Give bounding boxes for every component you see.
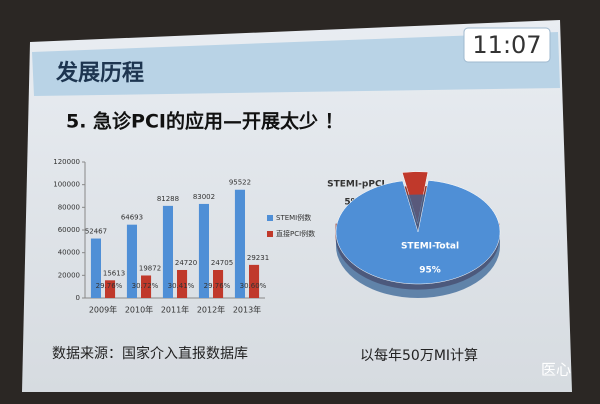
- ratio-label: 29.76%: [96, 282, 123, 290]
- ratio-label: 30.41%: [168, 282, 195, 290]
- bar-value-label: 83002: [193, 193, 215, 201]
- x-tick-label: 2009年: [89, 305, 117, 315]
- slide: [22, 20, 572, 392]
- calc-note: 以每年50万MI计算: [360, 348, 478, 364]
- bar: [90, 238, 101, 298]
- bar: [105, 280, 116, 298]
- bar: [126, 224, 137, 298]
- title-bar: [32, 32, 560, 96]
- legend-label: 直接PCI例数: [276, 229, 315, 238]
- watermark: 医心: [541, 361, 571, 379]
- bar: [213, 270, 224, 298]
- pie-category-label: STEMI-pPCI: [327, 180, 385, 190]
- bar: [249, 264, 260, 298]
- bar: [198, 203, 209, 298]
- legend-swatch: [267, 215, 273, 221]
- y-tick-label: 0: [76, 294, 80, 302]
- pie-slice: [335, 180, 501, 285]
- x-tick-label: 2012年: [197, 305, 225, 315]
- bar-value-label: 52467: [85, 228, 107, 236]
- bar-value-label: 24720: [175, 259, 197, 267]
- bar-value-label: 19872: [139, 264, 161, 272]
- bar: [177, 269, 188, 298]
- bar: [162, 205, 173, 298]
- legend-swatch: [267, 231, 273, 237]
- bar-value-label: 64693: [121, 214, 143, 222]
- x-tick-label: 2010年: [125, 305, 153, 315]
- ratio-label: 29.76%: [204, 282, 231, 290]
- ratio-label: 30.72%: [132, 282, 159, 290]
- y-tick-label: 60000: [58, 226, 80, 234]
- ratio-label: 30.60%: [240, 282, 267, 290]
- x-tick-label: 2011年: [161, 305, 189, 315]
- bar-value-label: 15613: [103, 269, 125, 277]
- source-note: 数据来源：国家介入直报数据库: [52, 345, 248, 362]
- bar-value-label: 24705: [211, 259, 233, 267]
- clock-box: [463, 27, 551, 63]
- slide-title: 发展历程: [55, 60, 144, 86]
- bar-value-label: 95522: [229, 179, 251, 187]
- y-tick-label: 100000: [53, 181, 80, 189]
- pie-category-label: STEMI-Total: [401, 242, 459, 252]
- y-tick-label: 120000: [53, 158, 80, 166]
- x-tick-label: 2013年: [233, 305, 261, 315]
- legend-label: STEMI例数: [276, 213, 311, 222]
- y-tick-label: 80000: [58, 203, 80, 211]
- bar-value-label: 29231: [247, 254, 269, 262]
- bar: [141, 275, 152, 298]
- bar-value-label: 81288: [157, 195, 179, 203]
- bar: [234, 189, 245, 298]
- pie-value-label: 95%: [419, 266, 441, 276]
- clock: 11:07: [472, 31, 541, 59]
- y-tick-label: 20000: [58, 271, 80, 279]
- heading: 5. 急诊PCI的应用—开展太少 ！: [66, 110, 344, 133]
- y-tick-label: 40000: [58, 249, 80, 257]
